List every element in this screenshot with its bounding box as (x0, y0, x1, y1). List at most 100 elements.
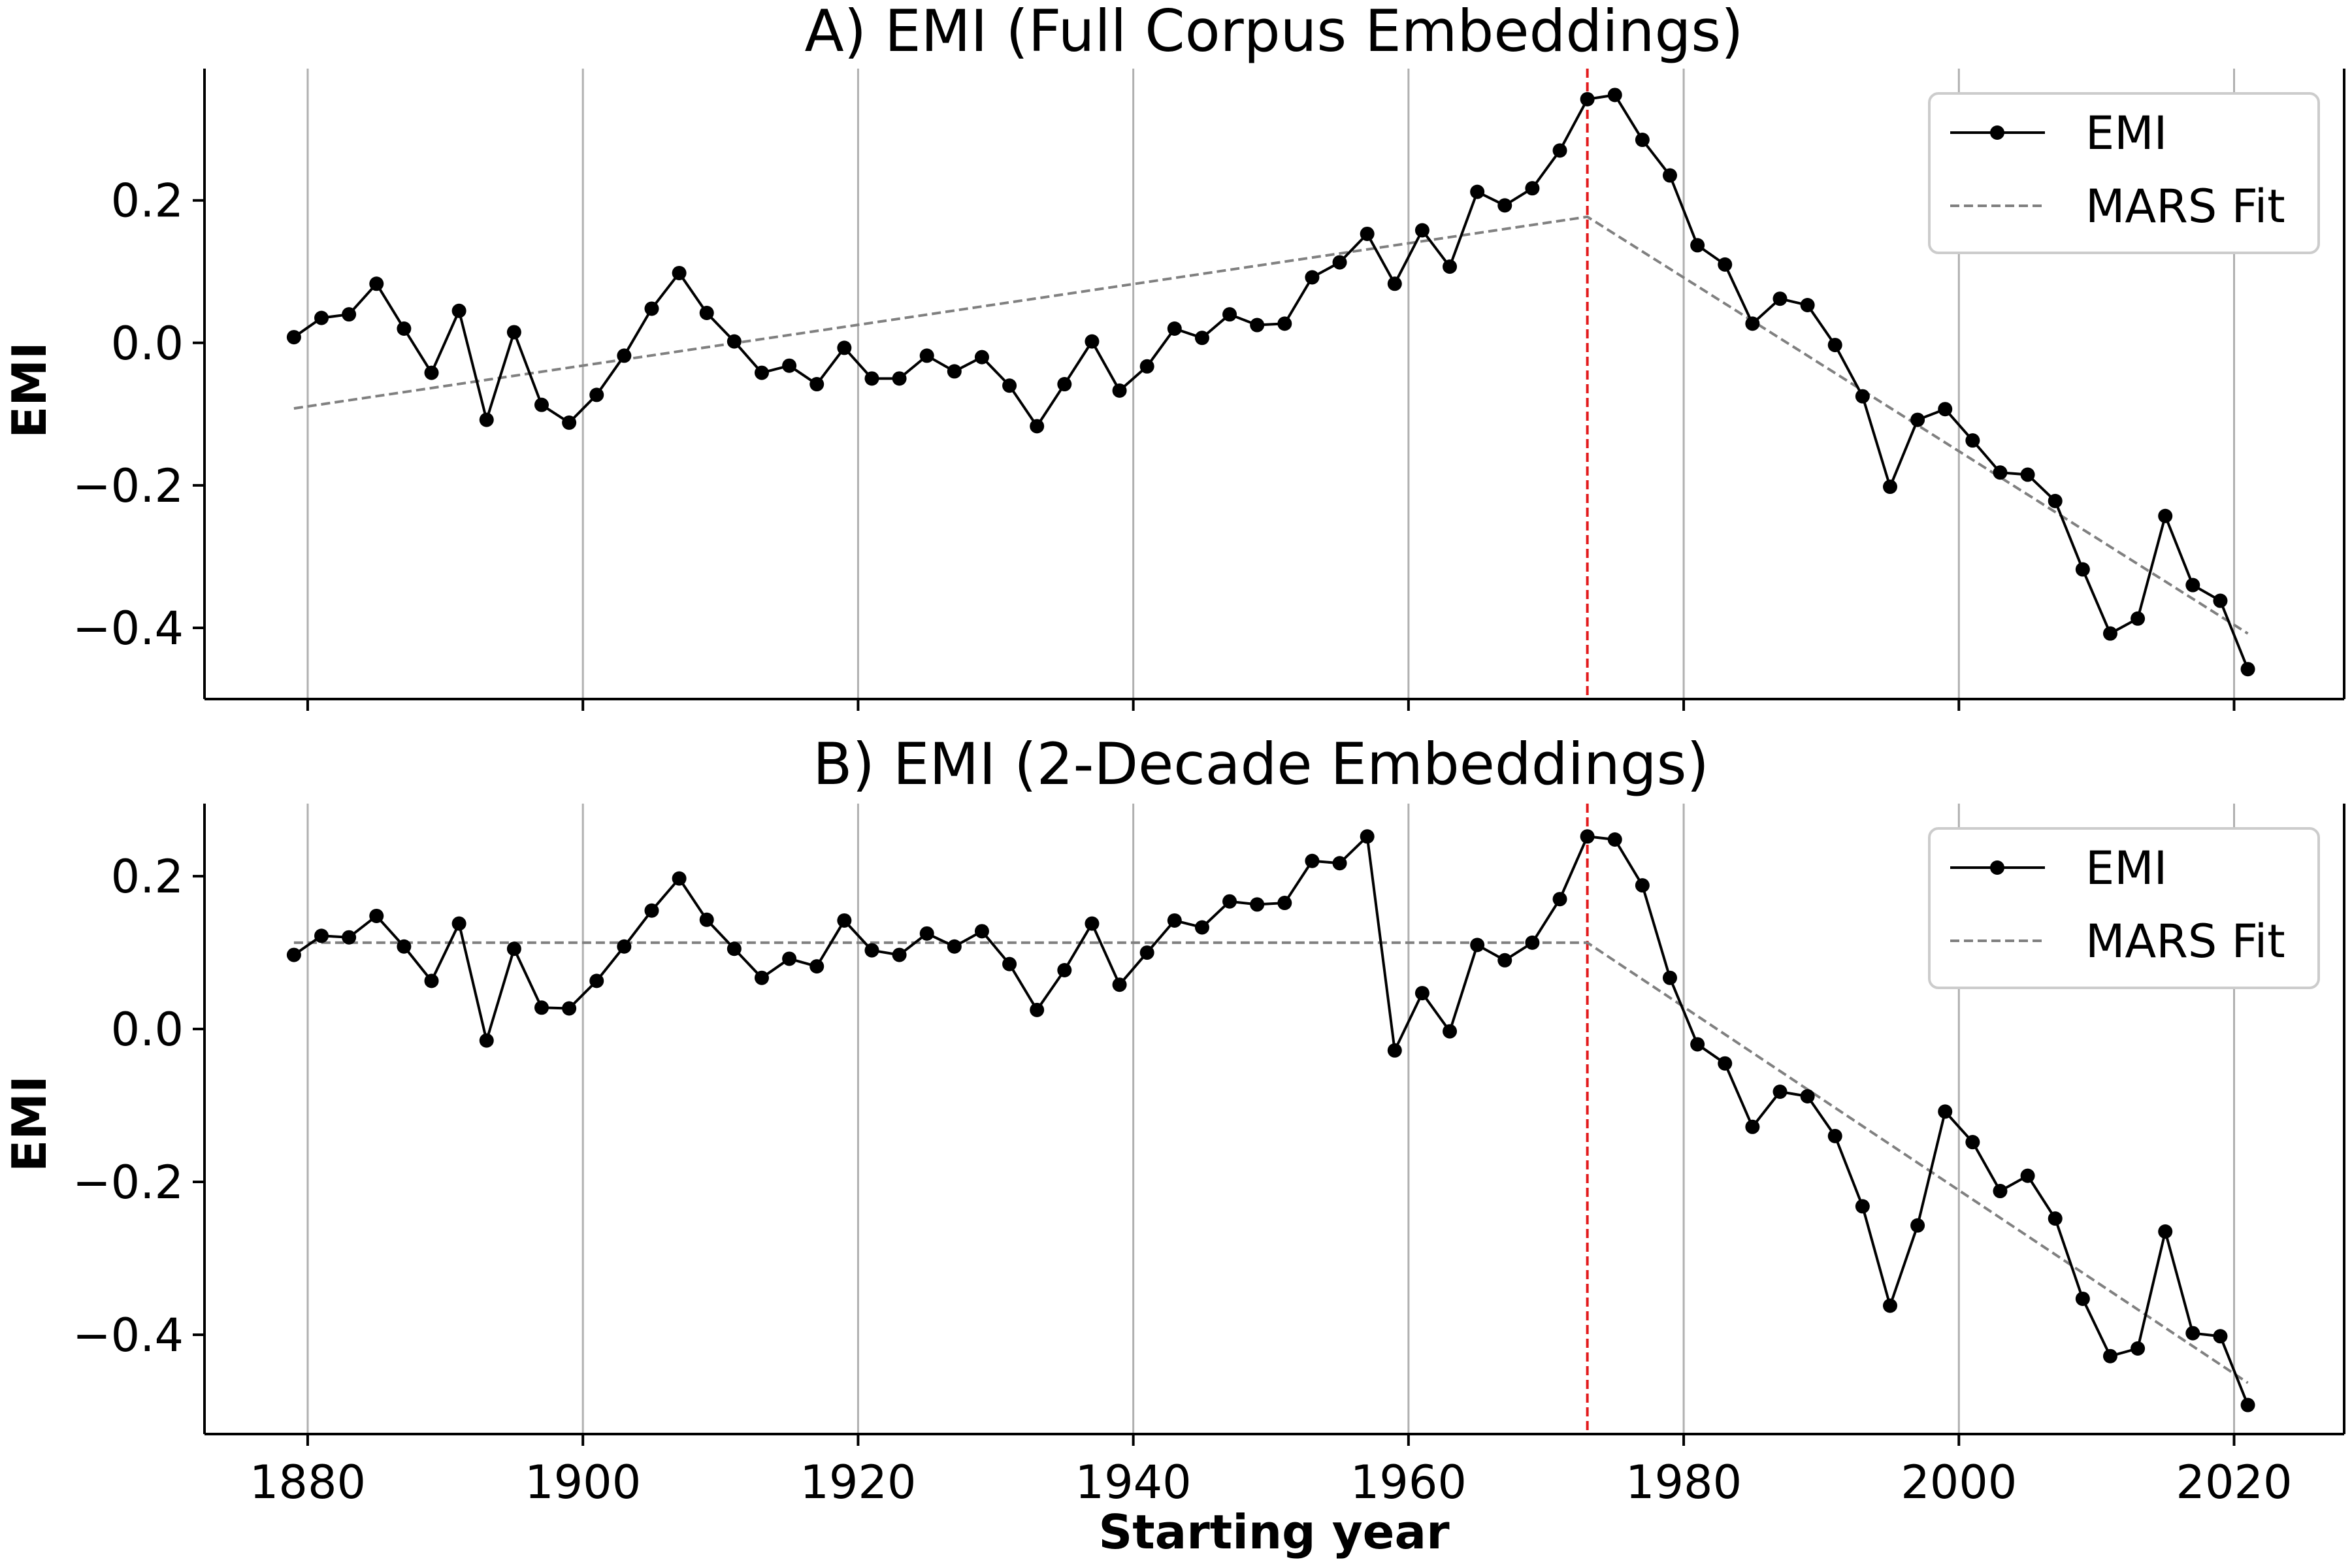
panel-b-axes (203, 804, 2345, 1435)
emi-point (1855, 389, 1870, 404)
emi-point (1112, 977, 1127, 992)
emi-point (1085, 334, 1100, 349)
emi-point (2102, 626, 2117, 641)
emi-point (397, 939, 412, 954)
emi-point (1305, 270, 1320, 285)
emi-point (919, 348, 934, 363)
x-axis-label: Starting year (1098, 1505, 1450, 1560)
emi-point (1360, 829, 1375, 844)
emi-point (1057, 377, 1072, 392)
emi-point (1139, 945, 1154, 960)
emi-point (1002, 378, 1017, 393)
legend-emi-marker (1990, 860, 2004, 875)
emi-point (1718, 257, 1733, 272)
emi-series-line (293, 835, 2249, 1406)
mars-fit-line (293, 941, 2249, 1384)
emi-point (1360, 226, 1375, 241)
emi-point (1718, 1056, 1733, 1071)
emi-point (1965, 1135, 1980, 1150)
emi-point (479, 1033, 494, 1048)
emi-point (1745, 316, 1760, 331)
emi-point (699, 306, 714, 321)
emi-point (1057, 962, 1072, 977)
emi-point (1277, 896, 1292, 911)
emi-point (617, 939, 632, 954)
emi-point (1414, 986, 1429, 1001)
legend-mars-label: MARS Fit (2085, 180, 2285, 233)
legend-emi-label: EMI (2085, 106, 2167, 160)
emi-point (1250, 897, 1265, 912)
emi-point (1222, 307, 1237, 322)
emi-point (562, 1001, 577, 1016)
emi-point (1525, 181, 1540, 196)
emi-point (2020, 467, 2035, 482)
panel-a-x-ticks (306, 699, 2236, 711)
emi-point (1965, 433, 1980, 448)
emi-point (837, 340, 852, 355)
emi-point (1635, 133, 1650, 148)
emi-point (314, 310, 329, 325)
emi-point (1607, 88, 1622, 103)
emi-point (1167, 321, 1182, 336)
emi-point (1194, 331, 1209, 346)
emi-point (424, 365, 439, 380)
mars-fit-line (293, 215, 2249, 635)
panel-b-y-axis-label: EMI (2, 1075, 57, 1172)
emi-point (1387, 276, 1402, 291)
emi-point (1030, 419, 1045, 434)
emi-point (479, 412, 494, 427)
emi-point (754, 970, 769, 985)
emi-point (1663, 970, 1678, 985)
emi-point (947, 939, 962, 954)
y-tick-label: −0.2 (73, 459, 184, 513)
emi-point (286, 330, 301, 345)
emi-point (2213, 593, 2228, 608)
emi-point (672, 265, 687, 280)
emi-point (892, 947, 907, 962)
emi-point (1772, 291, 1788, 306)
emi-point (424, 973, 439, 988)
emi-point (1414, 223, 1429, 238)
emi-point (1332, 255, 1347, 270)
emi-point (754, 365, 769, 380)
emi-point (1002, 956, 1017, 972)
emi-point (837, 913, 852, 928)
emi-point (2240, 1397, 2255, 1413)
emi-point (2158, 508, 2173, 523)
emi-point (699, 912, 714, 927)
emi-point (451, 303, 466, 318)
emi-point (2102, 1348, 2117, 1364)
emi-point (1387, 1043, 1402, 1058)
y-tick-label: 0.0 (111, 317, 184, 370)
emi-point (2048, 493, 2063, 508)
emi-point (1663, 168, 1678, 183)
emi-point (1882, 1298, 1897, 1313)
emi-point (2075, 1291, 2090, 1306)
emi-point (1827, 1128, 1842, 1143)
legend-mars-label: MARS Fit (2085, 915, 2285, 968)
emi-point (1305, 853, 1320, 868)
emi-point (947, 364, 962, 379)
emi-point (562, 415, 577, 430)
panel-b-gridlines (306, 804, 2236, 1434)
emi-point (919, 926, 934, 941)
emi-point (644, 903, 659, 918)
emi-point (1497, 953, 1512, 968)
emi-point (1800, 298, 1815, 313)
emi-point (506, 325, 521, 340)
y-tick-label: 0.2 (111, 174, 184, 228)
emi-point (892, 371, 907, 386)
emi-point (1690, 1037, 1705, 1052)
emi-point (2213, 1329, 2228, 1344)
emi-point (782, 358, 797, 373)
panel-a-y-axis-label: EMI (2, 342, 57, 438)
emi-point (809, 377, 825, 392)
emi-point (1085, 916, 1100, 931)
y-tick-label: 0.2 (111, 850, 184, 904)
emi-point (1580, 829, 1595, 844)
emi-point (314, 928, 329, 943)
emi-point (1222, 894, 1237, 909)
emi-point (1030, 1002, 1045, 1017)
emi-point (974, 924, 989, 939)
emi-point (1800, 1088, 1815, 1103)
